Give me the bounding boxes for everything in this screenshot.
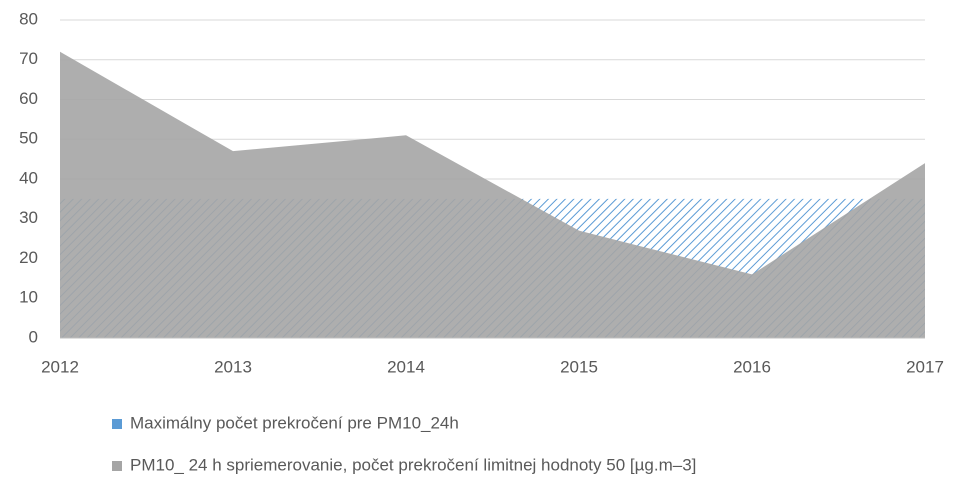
y-tick-label: 30	[19, 208, 38, 227]
y-tick-label: 20	[19, 248, 38, 267]
legend-swatch	[112, 461, 122, 471]
x-tick-label: 2017	[906, 357, 944, 376]
y-tick-label: 40	[19, 168, 38, 187]
x-tick-label: 2015	[560, 357, 598, 376]
x-tick-label: 2013	[214, 357, 252, 376]
y-tick-label: 70	[19, 49, 38, 68]
y-tick-label: 10	[19, 288, 38, 307]
area	[60, 51, 925, 339]
legend-swatch	[112, 419, 122, 429]
x-tick-label: 2014	[387, 357, 425, 376]
y-tick-label: 50	[19, 129, 38, 148]
y-tick-label: 0	[29, 327, 38, 346]
x-tick-label: 2016	[733, 357, 771, 376]
legend-label: PM10_ 24 h spriemerovanie, počet prekroč…	[130, 455, 696, 474]
legend-label: Maximálny počet prekročení pre PM10_24h	[130, 413, 459, 432]
y-tick-label: 60	[19, 89, 38, 108]
y-tick-label: 80	[19, 9, 38, 28]
x-tick-label: 2012	[41, 357, 79, 376]
